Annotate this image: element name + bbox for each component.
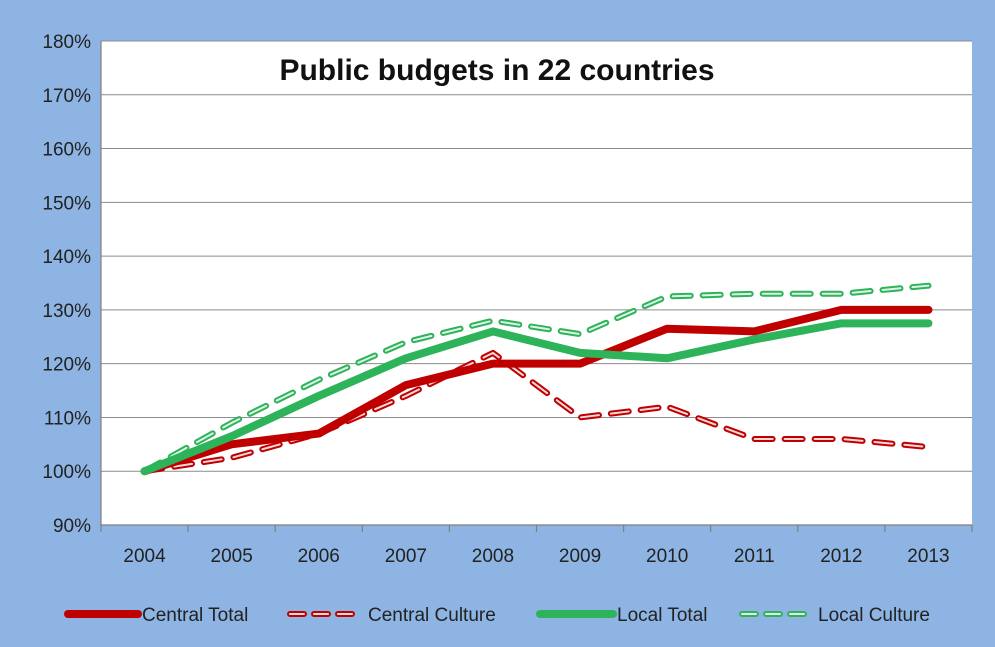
y-tick-label: 120% <box>42 355 91 376</box>
series-line-highlight-local-culture <box>143 284 930 473</box>
x-tick-label: 2013 <box>907 546 949 567</box>
y-tick-label: 110% <box>44 408 91 429</box>
x-tick-label: 2004 <box>123 546 166 567</box>
x-tick-label: 2011 <box>734 546 775 567</box>
legend-label-local-total: Local Total <box>617 605 708 626</box>
x-tick-label: 2012 <box>820 546 862 567</box>
y-tick-label: 170% <box>42 86 91 107</box>
series-line-local-total <box>140 319 933 476</box>
legend-label-central-total: Central Total <box>142 605 248 626</box>
y-tick-label: 140% <box>42 247 91 268</box>
x-tick-label: 2010 <box>646 546 688 567</box>
chart-title: Public budgets in 22 countries <box>279 54 714 87</box>
axes: 90% 100% 110% 120% 130% 140% 150% 160% 170% 180% 2… <box>42 32 973 567</box>
series-lines <box>140 282 933 476</box>
series-line-central-total <box>140 305 933 476</box>
x-tick-label: 2006 <box>298 546 340 567</box>
x-tick-label: 2007 <box>385 546 427 567</box>
x-tick-label: 2005 <box>211 546 253 567</box>
legend-label-local-culture: Local Culture <box>818 605 930 626</box>
x-tick-label: 2009 <box>559 546 601 567</box>
y-tick-label: 100% <box>42 462 91 483</box>
y-tick-label: 180% <box>42 32 91 53</box>
legend-label-central-culture: Central Culture <box>368 605 496 626</box>
y-tick-label: 150% <box>42 193 91 214</box>
plot-area <box>101 41 972 525</box>
grid-lines <box>101 40 972 526</box>
y-tick-label: 160% <box>42 140 91 161</box>
series-line-highlight-central-culture <box>143 351 930 473</box>
y-tick-label: 130% <box>42 301 91 322</box>
x-tick-label: 2008 <box>472 546 514 567</box>
y-tick-label: 90% <box>53 516 91 537</box>
legend: Central Total Central Culture Local Total L… <box>64 605 930 626</box>
